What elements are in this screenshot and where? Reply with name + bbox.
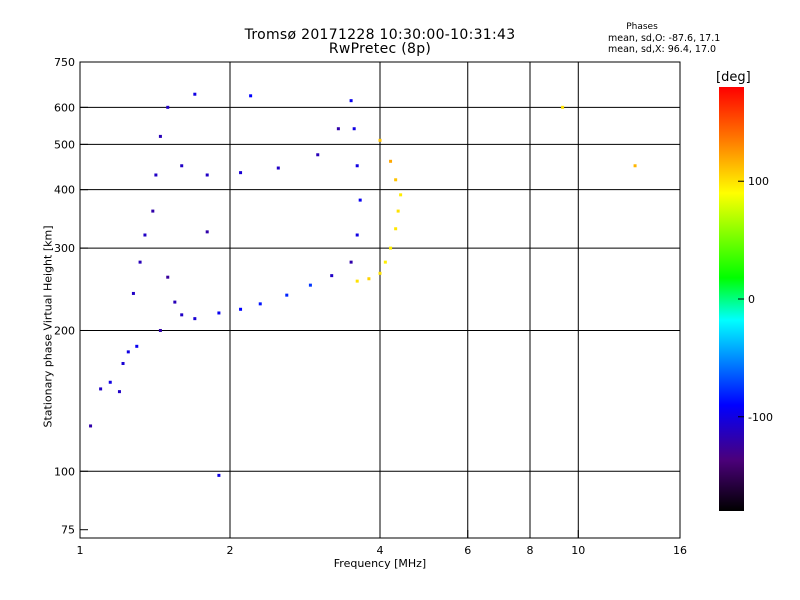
data-point-o: [99, 387, 103, 391]
data-point-o: [336, 127, 340, 131]
phases-o-stats: mean, sd,O: -87.6, 17.1: [608, 33, 721, 44]
data-point-x: [383, 260, 387, 264]
chart-subtitle: RwPretec (8p): [328, 41, 432, 57]
y-tick-label: 200: [54, 324, 75, 337]
data-point-x: [367, 277, 371, 281]
data-point-o: [158, 328, 162, 332]
data-point-o: [135, 344, 139, 348]
y-tick-label: 400: [54, 184, 75, 197]
data-point-o: [126, 350, 130, 354]
x-tick-label: 6: [464, 544, 471, 557]
data-point-x: [399, 193, 403, 197]
data-point-o: [173, 300, 177, 304]
colorbar-tick-label: 100: [748, 175, 769, 188]
y-tick-label: 500: [54, 138, 75, 151]
y-tick-label: 100: [54, 465, 75, 478]
data-point-o: [166, 105, 170, 109]
axis-ticks: 1 2 4 6 8 10 16 75 100 200 300 400 500 600 750: [54, 56, 687, 557]
y-tick-label: 300: [54, 242, 75, 255]
y-tick-label: 600: [54, 101, 75, 114]
data-point-o: [154, 173, 158, 177]
colorbar-tick-label: -100: [748, 411, 773, 424]
data-point-o: [205, 173, 209, 177]
data-point-o: [239, 171, 243, 175]
data-point-x: [389, 159, 393, 163]
data-point-o: [158, 134, 162, 138]
data-point-o: [193, 92, 197, 96]
data-point-o: [180, 164, 184, 168]
x-tick-label: 1: [77, 544, 84, 557]
colorbar-tick-label: 0: [748, 293, 755, 306]
data-point-o: [166, 275, 170, 279]
data-point-o: [349, 99, 353, 103]
data-point-x: [389, 246, 393, 250]
data-point-o: [138, 260, 142, 264]
data-point-o: [330, 274, 334, 278]
data-point-x: [394, 227, 398, 231]
data-point-o: [355, 233, 359, 237]
data-point-o: [143, 233, 147, 237]
data-point-x: [561, 105, 565, 109]
phases-x-stats: mean, sd,X: 96.4, 17.0: [608, 44, 717, 55]
colorbar-ticks: 100 0 -100: [738, 175, 773, 424]
x-tick-label: 10: [571, 544, 585, 557]
data-point-o: [349, 260, 353, 264]
data-point-o: [316, 153, 320, 157]
data-point-x: [355, 279, 359, 283]
data-point-x: [396, 209, 400, 213]
data-point-o: [249, 94, 253, 98]
data-point-x: [378, 271, 382, 275]
data-point-o: [358, 198, 362, 202]
data-point-o: [151, 209, 155, 213]
data-point-o: [239, 307, 243, 311]
x-tick-label: 8: [527, 544, 534, 557]
data-point-o: [276, 166, 280, 170]
phases-heading: Phases: [626, 22, 658, 32]
data-point-x: [633, 164, 637, 168]
data-points: [89, 92, 637, 477]
y-tick-label: 75: [61, 524, 75, 537]
data-point-o: [352, 127, 356, 131]
data-point-o: [217, 311, 221, 315]
data-point-o: [205, 230, 209, 234]
grid-lines: [80, 62, 680, 538]
data-point-o: [131, 291, 135, 295]
data-point-o: [217, 473, 221, 477]
data-point-o: [108, 380, 112, 384]
data-point-o: [121, 361, 125, 365]
data-point-o: [193, 317, 197, 321]
data-point-o: [355, 164, 359, 168]
data-point-o: [258, 302, 262, 306]
x-tick-label: 2: [227, 544, 234, 557]
x-axis-label: Frequency [MHz]: [333, 557, 427, 570]
chart-title: Tromsø 20171228 10:30:00-10:31:43: [244, 27, 516, 43]
data-point-o: [89, 424, 93, 428]
data-point-o: [285, 293, 289, 297]
y-tick-label: 750: [54, 56, 75, 69]
x-tick-label: 16: [673, 544, 687, 557]
data-point-o: [117, 390, 121, 394]
colorbar-unit-label: [deg]: [716, 70, 751, 85]
data-point-x: [378, 138, 382, 142]
data-point-o: [308, 283, 312, 287]
data-point-x: [394, 178, 398, 182]
x-tick-label: 4: [377, 544, 384, 557]
data-point-o: [180, 313, 184, 317]
